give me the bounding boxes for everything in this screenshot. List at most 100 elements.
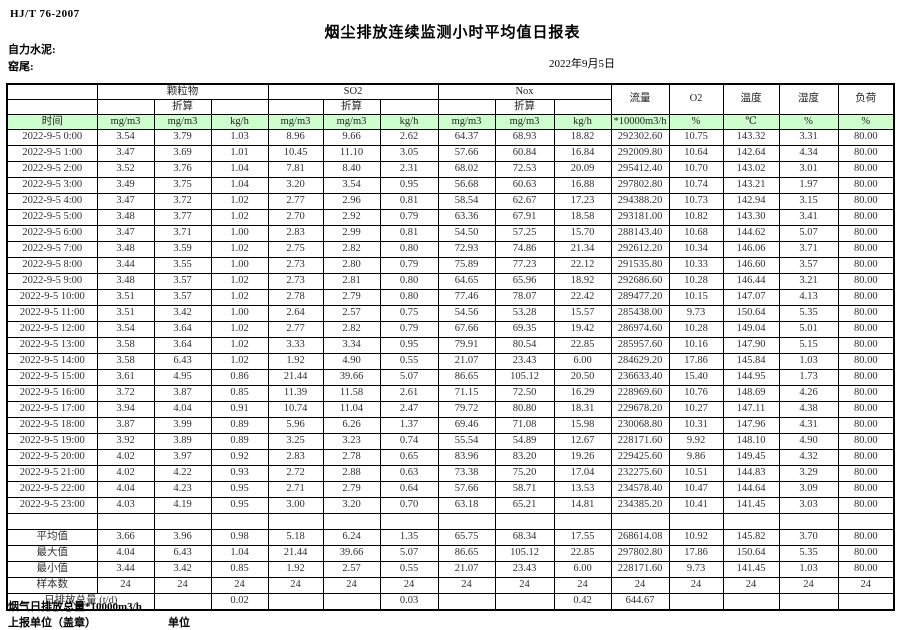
value-cell: 17.55 [553,529,612,546]
value-cell: 228171.60 [610,433,670,450]
value-cell: 80.00 [837,561,895,578]
value-cell: 3.72 [153,193,212,210]
value-cell: 73.38 [437,465,496,482]
value-cell: 3.76 [153,161,212,178]
value-cell: 268614.08 [610,529,670,546]
value-cell: 0.95 [210,497,269,514]
data-row: 2022-9-5 8:00 3.44 3.55 1.00 2.73 2.80 0.79 75.… [6,257,895,274]
value-cell: 72.93 [437,241,496,258]
value-cell: 141.45 [722,561,780,578]
value-cell: 80.00 [837,497,895,514]
unit-header-row: 时间 mg/m3 mg/m3 kg/h mg/m3 mg/m3 kg/h mg/… [6,114,895,130]
time-cell: 2022-9-5 14:00 [6,353,98,370]
value-cell: 4.04 [96,545,155,562]
value-cell: 0.55 [379,561,439,578]
summary-row: 最小值 3.44 3.42 0.85 1.92 2.57 0.55 21.07 23.43 6.0… [6,561,895,578]
value-cell: 17.04 [553,465,612,482]
value-cell: 4.04 [153,401,212,418]
value-cell: 3.05 [379,145,439,162]
value-cell: 80.00 [837,481,895,498]
value-cell: 0.95 [379,337,439,354]
unit-cell: mg/m3 [322,114,381,130]
value-cell: 2.83 [267,449,324,466]
value-cell: 3.47 [96,193,155,210]
value-cell: 0.03 [379,593,439,611]
value-cell: 148.69 [722,385,780,402]
value-cell: 80.00 [837,161,895,178]
value-cell: 80.00 [837,273,895,290]
value-cell: 24 [610,577,670,594]
value-cell: 67.66 [437,321,496,338]
value-cell: 24 [722,577,780,594]
value-cell: 286974.60 [610,321,670,338]
value-cell: 24 [153,577,212,594]
value-cell: 0.80 [379,241,439,258]
value-cell: 1.00 [210,257,269,274]
value-cell: 285957.60 [610,337,670,354]
time-cell: 2022-9-5 13:00 [6,337,98,354]
unit-cell: mg/m3 [494,114,555,130]
value-cell: 3.57 [778,257,839,274]
value-cell: 3.87 [153,385,212,402]
value-cell: 10.64 [668,145,724,162]
value-cell: 232275.60 [610,465,670,482]
value-cell: 8.96 [267,129,324,146]
value-cell: 10.73 [668,193,724,210]
value-cell: 5.07 [379,545,439,562]
value-cell: 58.71 [494,481,555,498]
value-cell: 9.66 [322,129,381,146]
value-cell: 24 [437,577,496,594]
data-row: 2022-9-5 19:00 3.92 3.89 0.89 3.25 3.23 0.74 55… [6,433,895,450]
value-cell: 72.50 [494,385,555,402]
value-cell: 3.57 [153,273,212,290]
value-cell: 294388.20 [610,193,670,210]
value-cell: 3.31 [778,129,839,146]
empty-cell [553,513,612,530]
value-cell: 10.28 [668,273,724,290]
value-cell: 291535.80 [610,257,670,274]
value-cell: 24 [267,577,324,594]
value-cell [722,593,780,611]
value-cell: 64.37 [437,129,496,146]
unit-cell: *10000m3/h [610,114,670,130]
value-cell: 2.82 [322,241,381,258]
value-cell: 2.75 [267,241,324,258]
value-cell: 1.92 [267,561,324,578]
value-cell: 0.70 [379,497,439,514]
data-row: 2022-9-5 12:00 3.54 3.64 1.02 2.77 2.82 0.79 67… [6,321,895,338]
value-cell: 2.73 [267,273,324,290]
time-cell: 2022-9-5 23:00 [6,497,98,514]
value-cell: 2.82 [322,321,381,338]
value-cell: 1.04 [210,545,269,562]
value-cell: 65.96 [494,273,555,290]
value-cell: 11.10 [322,145,381,162]
value-cell: 0.93 [210,465,269,482]
value-cell: 2.72 [267,465,324,482]
value-cell: 1.00 [210,305,269,322]
value-cell: 284629.20 [610,353,670,370]
value-cell: 2.80 [322,257,381,274]
value-cell: 12.67 [553,433,612,450]
time-cell: 2022-9-5 3:00 [6,177,98,194]
value-cell: 6.24 [322,529,381,546]
value-cell: 143.02 [722,161,780,178]
value-cell: 3.03 [778,497,839,514]
value-cell: 13.53 [553,481,612,498]
value-cell: 24 [322,577,381,594]
value-cell: 23.43 [494,353,555,370]
value-cell: 6.43 [153,545,212,562]
value-cell: 3.79 [153,129,212,146]
summary-label-cell: 平均值 [6,529,98,546]
value-cell: 295412.40 [610,161,670,178]
data-row: 2022-9-5 13:00 3.58 3.64 1.02 3.33 3.34 0.95 79… [6,337,895,354]
group-header-row: 颗粒物 SO2 Nox 流量 O2 温度 湿度 负荷 [6,83,895,115]
value-cell: 229425.60 [610,449,670,466]
value-cell: 3.29 [778,465,839,482]
time-cell: 2022-9-5 21:00 [6,465,98,482]
value-cell: 2.78 [322,449,381,466]
value-cell: 80.00 [837,465,895,482]
value-cell: 75.89 [437,257,496,274]
value-cell: 3.59 [153,241,212,258]
value-cell: 24 [494,577,555,594]
value-cell: 23.43 [494,561,555,578]
